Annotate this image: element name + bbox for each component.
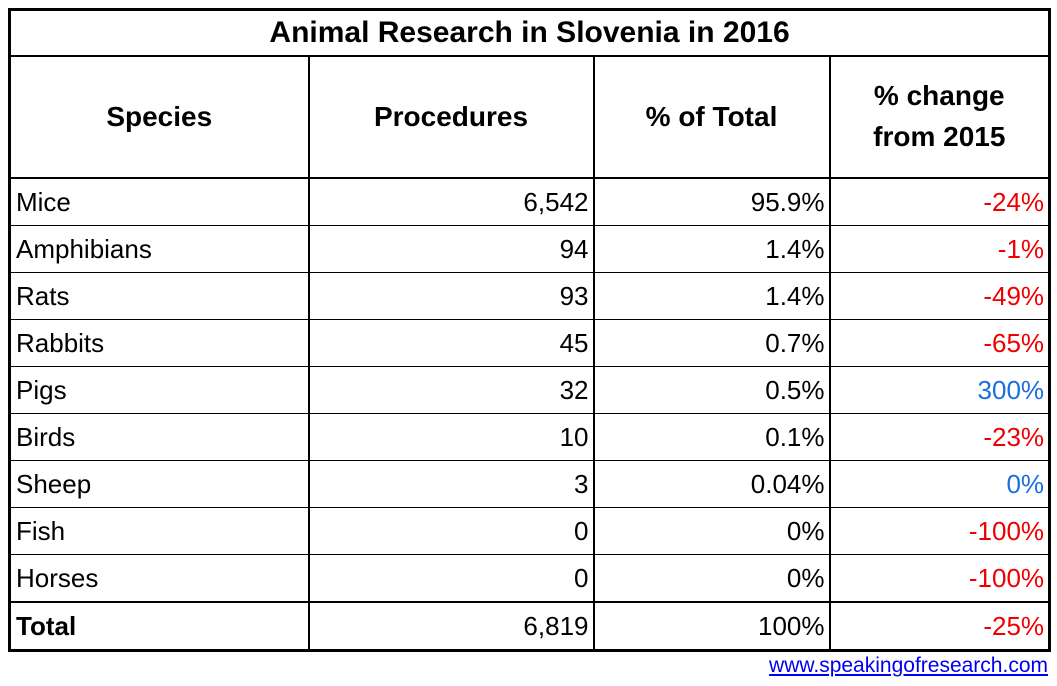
- footer: www.speakingofresearch.com: [769, 654, 1048, 678]
- species-cell: Mice: [9, 177, 309, 226]
- column-header-species: Species: [9, 56, 309, 179]
- table-row: Horses 0 0% -100%: [9, 554, 1050, 602]
- pct-total-cell: 0.04%: [592, 460, 830, 508]
- total-row: Total 6,819 100% -25%: [9, 601, 1050, 651]
- table-title: Animal Research in Slovenia in 2016: [9, 9, 1050, 57]
- title-row: Animal Research in Slovenia in 2016: [9, 9, 1050, 57]
- column-header-pct-total: % of Total: [592, 56, 830, 179]
- procedures-cell: 6,542: [307, 177, 594, 226]
- pct-change-cell: -24%: [828, 177, 1050, 226]
- table-row: Rats 93 1.4% -49%: [9, 272, 1050, 320]
- header-row: Species Procedures % of Total % change f…: [9, 56, 1050, 179]
- pct-change-cell: -49%: [828, 272, 1050, 320]
- total-pct-change-cell: -25%: [828, 601, 1050, 651]
- pct-change-cell: 300%: [828, 366, 1050, 414]
- pct-total-cell: 1.4%: [592, 225, 830, 273]
- table-row: Amphibians 94 1.4% -1%: [9, 225, 1050, 273]
- procedures-cell: 93: [307, 272, 594, 320]
- species-cell: Rabbits: [9, 319, 309, 367]
- table-row: Mice 6,542 95.9% -24%: [9, 177, 1050, 226]
- pct-change-cell: -23%: [828, 413, 1050, 461]
- procedures-cell: 3: [307, 460, 594, 508]
- species-cell: Birds: [9, 413, 309, 461]
- table-row: Sheep 3 0.04% 0%: [9, 460, 1050, 508]
- pct-total-cell: 95.9%: [592, 177, 830, 226]
- pct-total-cell: 0.7%: [592, 319, 830, 367]
- footer-link[interactable]: www.speakingofresearch.com: [769, 654, 1048, 677]
- total-procedures-cell: 6,819: [307, 601, 594, 651]
- pct-change-cell: -1%: [828, 225, 1050, 273]
- species-cell: Amphibians: [9, 225, 309, 273]
- procedures-cell: 32: [307, 366, 594, 414]
- procedures-cell: 0: [307, 554, 594, 602]
- pct-total-cell: 0%: [592, 507, 830, 555]
- table-row: Pigs 32 0.5% 300%: [9, 366, 1050, 414]
- procedures-cell: 45: [307, 319, 594, 367]
- table-row: Birds 10 0.1% -23%: [9, 413, 1050, 461]
- pct-total-cell: 0.5%: [592, 366, 830, 414]
- species-cell: Pigs: [9, 366, 309, 414]
- column-header-procedures: Procedures: [307, 56, 594, 179]
- pct-change-cell: -65%: [828, 319, 1050, 367]
- species-cell: Rats: [9, 272, 309, 320]
- pct-total-cell: 0%: [592, 554, 830, 602]
- procedures-cell: 94: [307, 225, 594, 273]
- animal-research-table: Animal Research in Slovenia in 2016 Spec…: [8, 8, 1052, 652]
- species-cell: Horses: [9, 554, 309, 602]
- column-header-pct-change: % change from 2015: [828, 56, 1050, 179]
- pct-change-cell: -100%: [828, 554, 1050, 602]
- table-row: Rabbits 45 0.7% -65%: [9, 319, 1050, 367]
- table-row: Fish 0 0% -100%: [9, 507, 1050, 555]
- procedures-cell: 10: [307, 413, 594, 461]
- species-cell: Fish: [9, 507, 309, 555]
- total-label-cell: Total: [9, 601, 309, 651]
- procedures-cell: 0: [307, 507, 594, 555]
- pct-change-cell: -100%: [828, 507, 1050, 555]
- total-pct-total-cell: 100%: [592, 601, 830, 651]
- pct-total-cell: 0.1%: [592, 413, 830, 461]
- pct-change-cell: 0%: [828, 460, 1050, 508]
- pct-total-cell: 1.4%: [592, 272, 830, 320]
- species-cell: Sheep: [9, 460, 309, 508]
